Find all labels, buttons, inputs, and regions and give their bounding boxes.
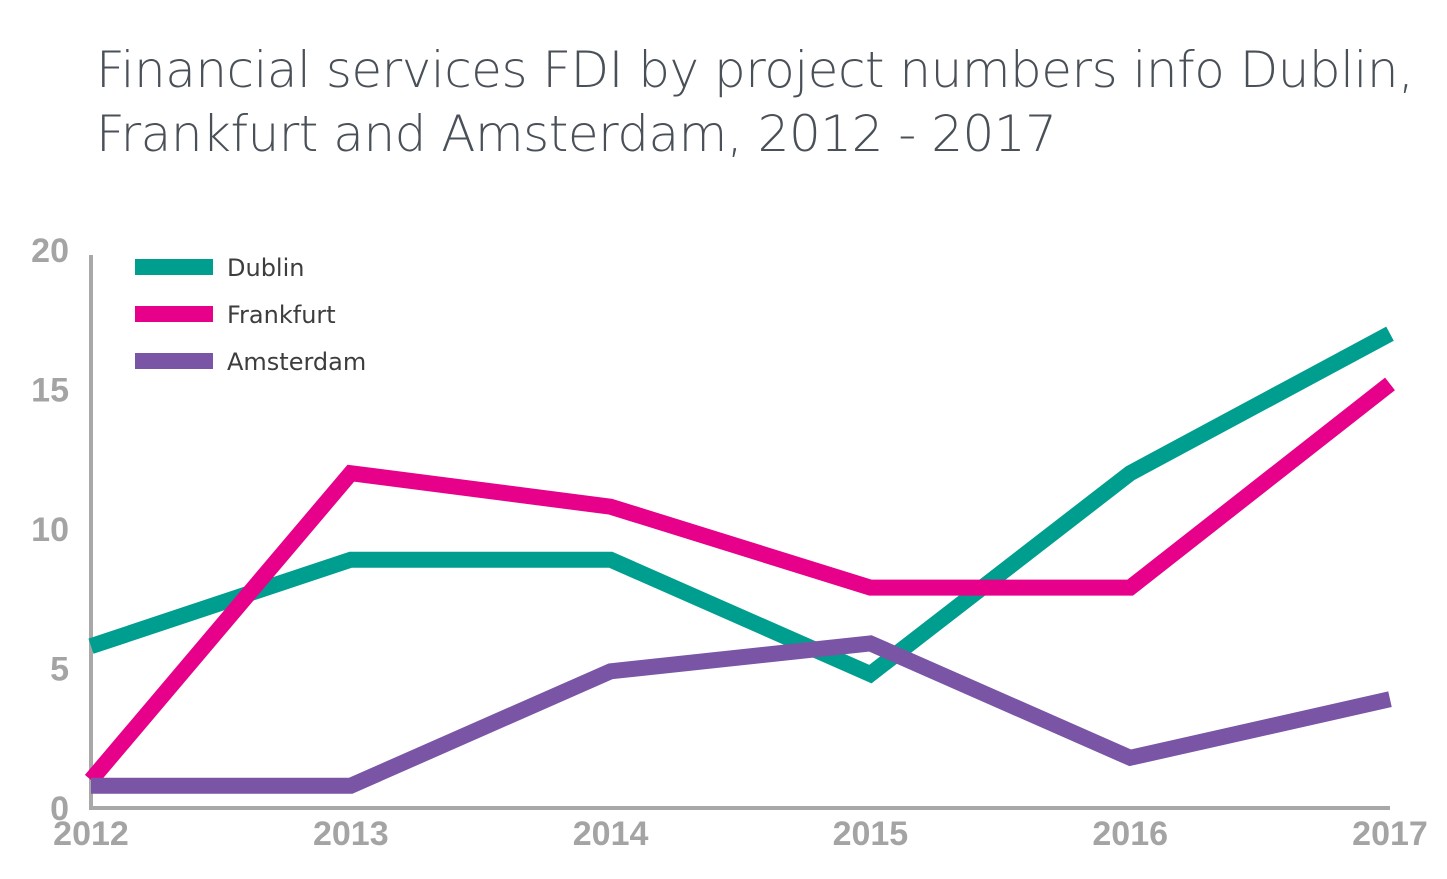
y-tick-labels: 0 5 10 15 20 <box>31 232 69 828</box>
y-tick-label-5: 5 <box>50 651 69 689</box>
legend-label-frankfurt: Frankfurt <box>227 301 336 329</box>
chart-title-line-2: Frankfurt and Amsterdam, 2012 - 2017 <box>96 105 1057 163</box>
x-tick-label-2013: 2013 <box>313 815 389 853</box>
series-line-amsterdam <box>91 635 1392 794</box>
series-line-frankfurt <box>84 377 1395 786</box>
legend: Dublin Frankfurt Amsterdam <box>135 254 366 376</box>
series-lines <box>84 326 1395 794</box>
legend-label-amsterdam: Amsterdam <box>227 348 366 376</box>
legend-label-dublin: Dublin <box>227 254 304 282</box>
y-tick-label-20: 20 <box>31 232 69 270</box>
x-tick-label-2017: 2017 <box>1352 815 1428 853</box>
x-tick-labels: 2012 2013 2014 2015 2016 2017 <box>53 815 1428 853</box>
y-tick-label-10: 10 <box>31 511 69 549</box>
legend-swatch-frankfurt <box>135 306 213 322</box>
x-tick-label-2014: 2014 <box>573 815 649 853</box>
series-line-dublin <box>88 326 1394 684</box>
x-tick-label-2016: 2016 <box>1092 815 1168 853</box>
legend-swatch-amsterdam <box>135 353 213 369</box>
x-tick-label-2015: 2015 <box>833 815 909 853</box>
y-tick-label-15: 15 <box>31 372 69 410</box>
x-tick-label-2012: 2012 <box>53 815 129 853</box>
chart-title-line-1: Financial services FDI by project number… <box>96 41 1414 99</box>
chart-title: Financial services FDI by project number… <box>96 38 1416 166</box>
legend-swatch-dublin <box>135 259 213 275</box>
axes <box>89 255 1390 810</box>
y-tick-label-0: 0 <box>50 790 69 828</box>
